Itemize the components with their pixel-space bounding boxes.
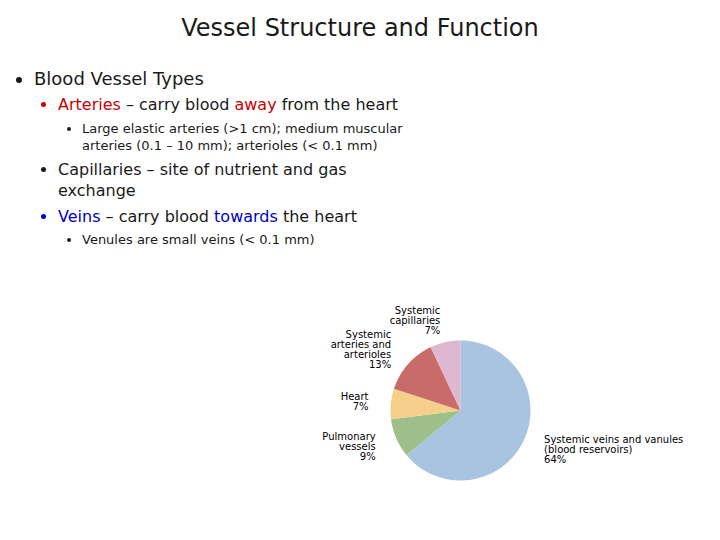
html-text:Large elastic arteries (>1 cm): Large elastic arteries (>1 cm); medium m…: [82, 121, 403, 154]
svg-text:Systemicarteries andarterioles: Systemicarteries andarterioles13%: [331, 329, 392, 370]
html-text:Veins – carry blood towards th: Veins – carry blood towards the heart: [58, 206, 357, 226]
html-text:Capillaries – site of nutrient: Capillaries – site of nutrient and gas e…: [58, 160, 347, 200]
html-text:Arteries – carry blood away fr: Arteries – carry blood away from the hea…: [58, 95, 398, 115]
svg-text:Systemiccapillaries7%: Systemiccapillaries7%: [390, 305, 441, 336]
html-text:Vessel Structure and Function: Vessel Structure and Function: [181, 14, 539, 42]
svg-text:Systemic veins and vanules(blo: Systemic veins and vanules(blood reservo…: [544, 434, 683, 465]
svg-text:Pulmonaryvessels9%: Pulmonaryvessels9%: [322, 431, 375, 462]
html-text:Venules are small veins (< 0.1: Venules are small veins (< 0.1 mm): [82, 232, 315, 248]
svg-text:Heart7%: Heart7%: [341, 391, 369, 412]
html-text:Blood Vessel Types: Blood Vessel Types: [34, 68, 204, 89]
